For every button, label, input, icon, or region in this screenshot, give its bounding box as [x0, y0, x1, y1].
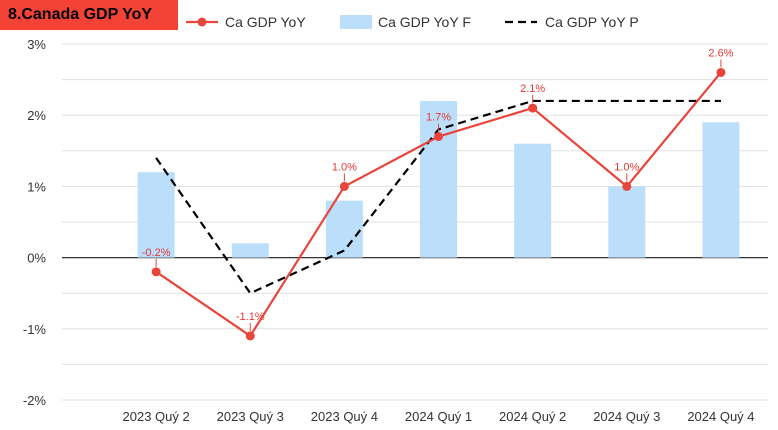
y-tick-label: 1%	[27, 179, 46, 194]
x-tick-label: 2024 Quý 3	[593, 409, 660, 424]
y-tick-label: -1%	[23, 322, 47, 337]
data-label: 1.7%	[426, 112, 451, 124]
x-tick-label: 2023 Quý 2	[123, 409, 190, 424]
forecast-bar	[514, 143, 552, 258]
legend-marker-actual	[197, 17, 207, 27]
legend-label: Ca GDP YoY	[225, 14, 306, 30]
legend-swatch-forecast	[340, 15, 372, 29]
data-label: -0.2%	[142, 247, 171, 259]
data-label: 1.0%	[614, 161, 639, 173]
forecast-bar	[231, 243, 269, 258]
forecast-bar	[702, 122, 740, 258]
actual-point	[434, 132, 444, 142]
actual-point	[339, 181, 349, 191]
actual-point	[622, 181, 632, 191]
chart-title: 8.Canada GDP YoY	[0, 0, 178, 30]
forecast-bar	[608, 186, 646, 258]
x-tick-label: 2023 Quý 4	[311, 409, 378, 424]
x-tick-label: 2024 Quý 1	[405, 409, 472, 424]
legend-label: Ca GDP YoY P	[545, 14, 639, 30]
actual-point	[151, 267, 161, 277]
y-tick-label: -2%	[23, 393, 47, 408]
data-label: -1.1%	[236, 311, 265, 323]
actual-point	[716, 67, 726, 77]
data-label: 2.1%	[520, 83, 545, 95]
forecast-bar	[137, 172, 175, 258]
actual-point	[528, 103, 538, 113]
forecast-bar	[325, 200, 363, 258]
y-tick-label: 3%	[27, 37, 46, 52]
x-tick-label: 2023 Quý 3	[217, 409, 284, 424]
legend-label: Ca GDP YoY F	[378, 14, 471, 30]
actual-point	[245, 331, 255, 341]
x-tick-label: 2024 Quý 4	[687, 409, 754, 424]
data-label: 2.6%	[708, 47, 733, 59]
x-tick-label: 2024 Quý 2	[499, 409, 566, 424]
y-tick-label: 2%	[27, 108, 46, 123]
y-tick-label: 0%	[27, 251, 46, 266]
data-label: 1.0%	[332, 161, 357, 173]
